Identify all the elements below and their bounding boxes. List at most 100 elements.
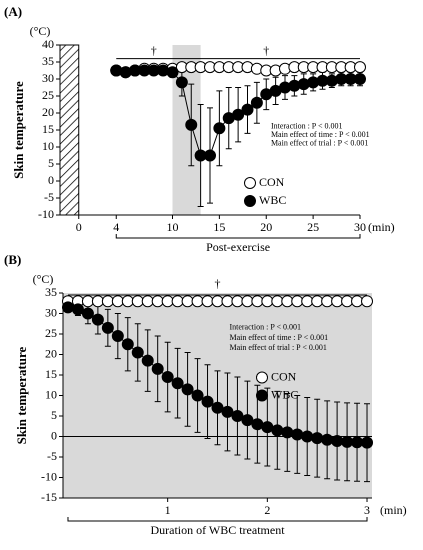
marker (81, 295, 94, 308)
x-tick-label: 20 (260, 220, 272, 234)
marker (341, 435, 354, 448)
marker (181, 295, 194, 308)
marker (141, 295, 154, 308)
marker (221, 405, 234, 418)
marker (361, 436, 374, 449)
y-tick-label: 0 (51, 428, 57, 442)
y-tick-label: 10 (42, 139, 54, 153)
y-tick-label: 20 (42, 105, 54, 119)
marker (231, 295, 244, 308)
marker (221, 295, 234, 308)
x-tick-label: 1 (165, 503, 171, 517)
y-tick-label: 25 (45, 326, 57, 340)
marker (191, 295, 204, 308)
legend-label: CON (259, 175, 285, 189)
x-tick-label: 3 (364, 503, 370, 517)
marker (261, 295, 274, 308)
x-axis-label: Duration of WBC treatment (150, 523, 285, 537)
marker (161, 371, 174, 384)
stat-annotation: Main effect of time : P < 0.001 (271, 130, 370, 139)
x-tick-label: 4 (113, 220, 119, 234)
marker (250, 96, 263, 109)
y-tick-label: 5 (51, 408, 57, 422)
marker (121, 295, 134, 308)
y-tick-label: 40 (42, 37, 54, 51)
y-tick-label: -15 (41, 490, 57, 504)
marker (131, 295, 144, 308)
y-tick-label: -10 (38, 207, 54, 221)
marker (111, 330, 124, 343)
y-axis-label: Skin temperature (14, 346, 29, 444)
marker (351, 295, 364, 308)
legend-label: WBC (271, 387, 298, 401)
x-bracket (67, 517, 368, 522)
marker (241, 414, 254, 427)
marker (354, 73, 366, 85)
stat-annotation: Main effect of time : P < 0.001 (229, 333, 328, 342)
y-axis-label: Skin temperature (11, 81, 26, 179)
panel-label: (B) (4, 252, 21, 267)
y-unit: (°C) (33, 272, 54, 286)
marker (291, 295, 304, 308)
stat-annotation: Interaction : P < 0.001 (271, 121, 343, 130)
marker (131, 346, 144, 359)
marker (141, 354, 154, 367)
y-unit: (°C) (30, 24, 51, 38)
y-tick-label: 20 (45, 346, 57, 360)
marker (101, 321, 114, 334)
marker (166, 66, 179, 79)
x-tick-label: 30 (354, 220, 366, 234)
marker (175, 76, 188, 89)
marker (271, 424, 284, 437)
marker (171, 377, 184, 390)
significance-mark: † (215, 277, 221, 291)
legend-marker (244, 195, 256, 207)
panel-label: (A) (4, 4, 22, 19)
marker (91, 313, 104, 326)
marker (301, 430, 314, 443)
marker (61, 301, 74, 314)
marker (291, 428, 304, 441)
marker (201, 395, 214, 408)
x-tick-label: 15 (213, 220, 225, 234)
marker (204, 149, 216, 162)
y-tick-label: 15 (42, 122, 54, 136)
marker (271, 295, 284, 308)
y-tick-label: 5 (48, 156, 54, 170)
legend-label: WBC (259, 193, 286, 207)
y-tick-label: 15 (45, 367, 57, 381)
marker (201, 295, 214, 308)
marker (354, 61, 366, 74)
marker (81, 307, 94, 320)
marker (361, 295, 374, 308)
legend-marker (244, 177, 256, 189)
marker (331, 295, 344, 308)
significance-mark: † (151, 44, 157, 58)
marker (185, 118, 198, 131)
y-tick-label: -5 (47, 449, 57, 463)
marker (321, 295, 334, 308)
marker (91, 295, 104, 308)
y-tick-label: 25 (42, 88, 54, 102)
marker (191, 389, 204, 402)
marker (71, 303, 84, 316)
marker (351, 436, 364, 449)
marker (101, 295, 114, 308)
marker (331, 435, 344, 448)
x-unit: (min) (380, 503, 407, 517)
marker (181, 383, 194, 396)
legend-label: CON (271, 369, 297, 383)
marker (301, 295, 314, 308)
y-tick-label: 30 (42, 71, 54, 85)
marker (121, 338, 134, 351)
y-tick-label: 35 (45, 285, 57, 299)
significance-mark: † (263, 44, 269, 58)
hatched-region (59, 44, 80, 216)
marker (211, 401, 224, 414)
stat-annotation: Main effect of trial : P < 0.001 (229, 343, 326, 352)
y-tick-label: 30 (45, 305, 57, 319)
stat-annotation: Main effect of trial : P < 0.001 (271, 138, 368, 147)
legend-marker (256, 371, 268, 384)
marker (311, 432, 324, 445)
legend-marker (256, 389, 268, 402)
